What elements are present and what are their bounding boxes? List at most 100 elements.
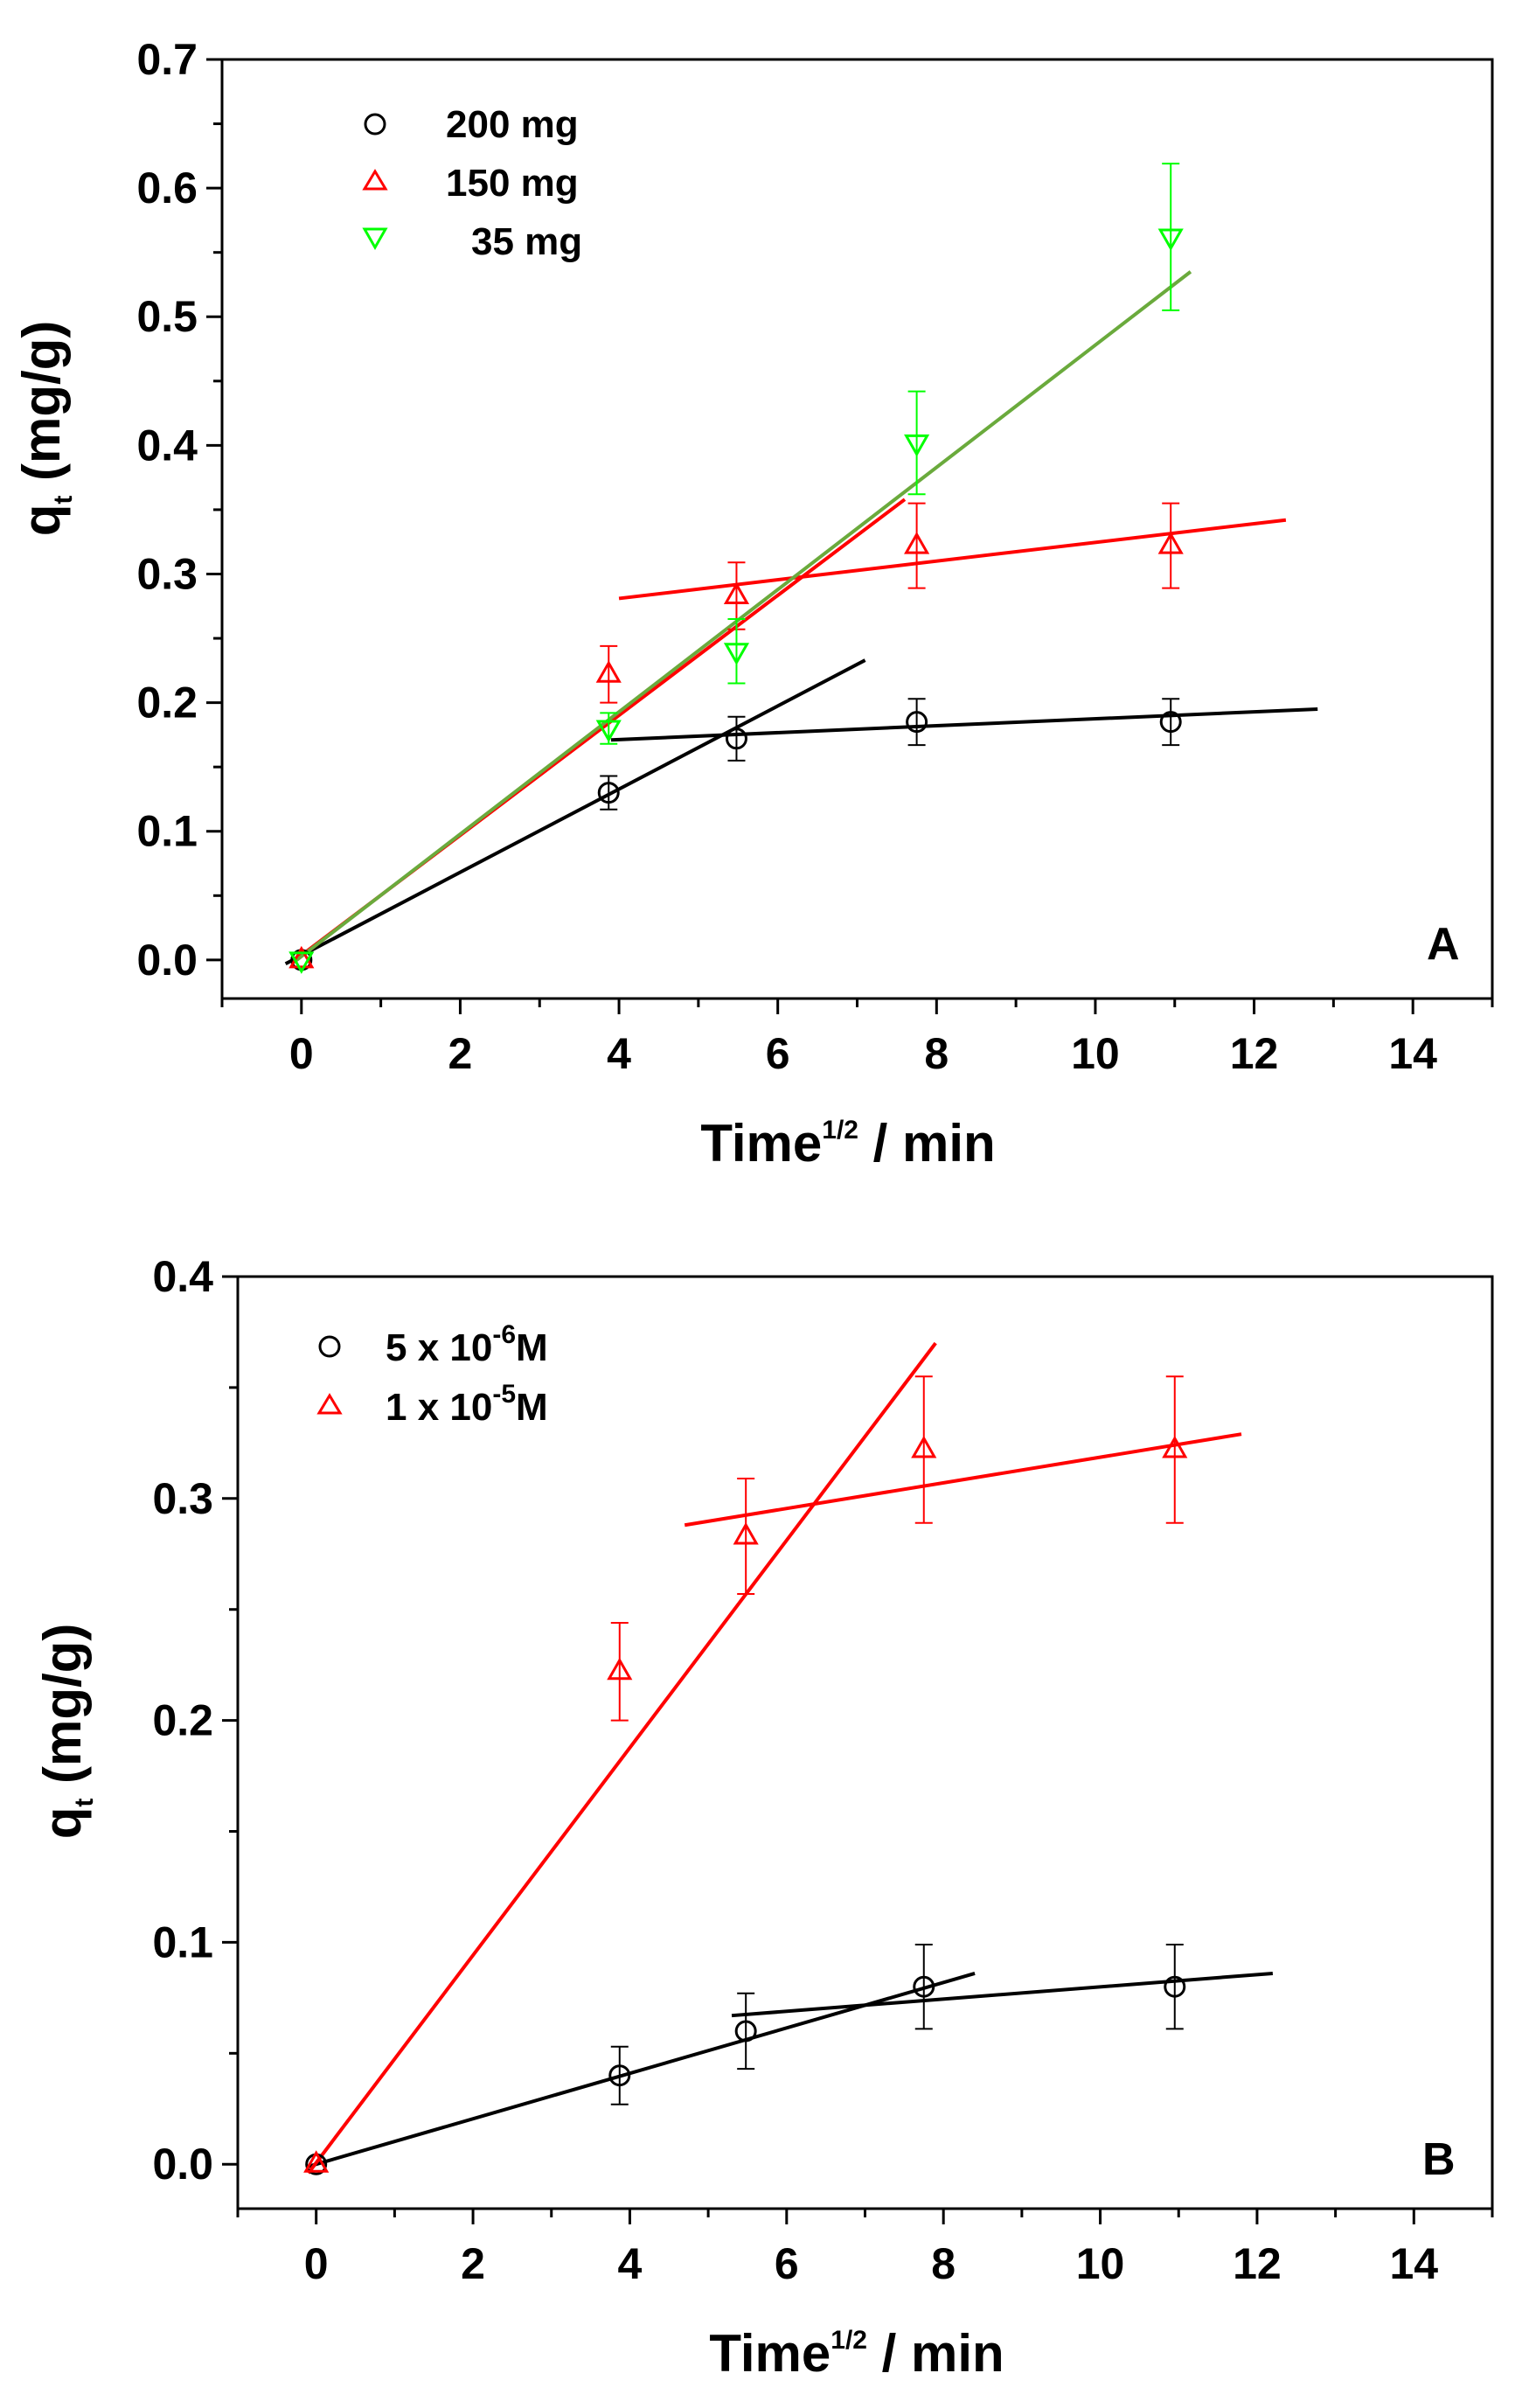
x-axis-label: Time1/2 / min <box>709 2324 1004 2383</box>
fit-line <box>292 270 1192 964</box>
x-axis-label-units: / min <box>867 2324 1004 2383</box>
data-point-triangle-up <box>733 1521 759 1545</box>
legend-marker-circle <box>364 113 386 136</box>
fit-line <box>684 1432 1242 1528</box>
y-axis-label: qt (mg/g) <box>33 1624 99 1840</box>
data-point-triangle-down <box>904 434 930 457</box>
panel-label: A <box>1427 919 1460 970</box>
data-point-triangle-up <box>723 581 750 605</box>
fit-line <box>618 518 1287 601</box>
x-tick-label: 8 <box>924 1029 949 1078</box>
x-axis-label: Time1/2 / min <box>700 1114 995 1173</box>
x-tick-label: 8 <box>931 2239 956 2288</box>
y-axis-label-units: (mg/g) <box>12 321 71 496</box>
data-point-triangle-down <box>723 643 750 665</box>
legend-label-exponent: -5 <box>492 1380 516 1409</box>
data-point-circle <box>913 1975 935 1998</box>
legend-marker-triangle-down <box>362 227 388 251</box>
legend-label-base: 1 x 10 <box>386 1386 492 1429</box>
x-tick-label: 4 <box>607 1029 631 1078</box>
legend-label: 35 mg <box>471 220 582 263</box>
data-point-triangle-up <box>1157 532 1184 554</box>
legend: 200 mg 150 mg 35 mg <box>362 103 582 263</box>
data-point-circle <box>725 727 747 750</box>
chart-panel-a: qt (mg/g) Time1/2 / min 200 mg 150 mg 35… <box>12 35 1494 1173</box>
y-tick-label: 0.0 <box>136 936 198 985</box>
data-point-circle <box>734 2020 757 2043</box>
data-point-triangle-down <box>1157 228 1184 252</box>
data-point-triangle-up <box>303 2150 330 2173</box>
fit-line <box>284 658 866 966</box>
data-point-triangle-up <box>904 532 930 554</box>
x-axis-label-main: Time <box>709 2324 831 2383</box>
data-point-triangle-down <box>288 951 315 974</box>
y-tick-label: 0.1 <box>136 807 198 856</box>
chart-panel-b: qt (mg/g) Time1/2 / min 5 x 10-6M 1 x 10… <box>33 1252 1494 2383</box>
data-point-triangle-down <box>595 720 622 743</box>
legend-label: 5 x 10-6M <box>386 1320 548 1369</box>
legend-label: 1 x 10-5M <box>386 1380 548 1429</box>
fit-line <box>307 1341 937 2175</box>
x-tick-label: 2 <box>448 1029 473 1078</box>
data-point-triangle-up <box>911 1435 937 1458</box>
x-axis-label-main: Time <box>700 1114 822 1173</box>
data-point-circle <box>608 2064 631 2087</box>
legend: 5 x 10-6M 1 x 10-5M <box>316 1320 548 1429</box>
x-tick-label: 6 <box>775 2239 799 2288</box>
y-tick-label: 0.4 <box>152 1252 213 1301</box>
y-axis-label-subscript: t <box>70 1799 99 1807</box>
x-tick-label: 12 <box>1230 1029 1279 1078</box>
y-axis-label-q: q <box>12 505 71 537</box>
y-tick-label: 0.2 <box>152 1696 213 1745</box>
x-tick-label: 2 <box>461 2239 485 2288</box>
legend-item-1e-5M: 1 x 10-5M <box>316 1380 548 1429</box>
x-tick-label: 10 <box>1076 2239 1125 2288</box>
data-point-triangle-up <box>1162 1435 1188 1458</box>
legend-item-5e-6M: 5 x 10-6M <box>318 1320 548 1369</box>
x-tick-label: 14 <box>1390 2239 1439 2288</box>
legend-marker-triangle-up <box>316 1393 343 1415</box>
legend-item-35mg: 35 mg <box>362 220 582 263</box>
legend-label: 200 mg <box>446 103 579 146</box>
legend-marker-triangle-up <box>362 169 388 191</box>
panel-label: B <box>1422 2134 1456 2185</box>
y-tick-label: 0.0 <box>152 2140 213 2189</box>
legend-label: 150 mg <box>446 162 579 205</box>
y-tick-label: 0.6 <box>136 164 198 212</box>
data-point-circle <box>906 711 928 734</box>
data-point-triangle-up <box>607 1657 633 1681</box>
data-point-triangle-up <box>595 660 622 683</box>
legend-marker-circle <box>318 1335 341 1358</box>
y-tick-label: 0.3 <box>136 549 198 598</box>
y-axis-label-subscript: t <box>49 496 78 505</box>
y-tick-label: 0.5 <box>136 292 198 341</box>
data-point-triangle-up <box>288 945 315 969</box>
y-tick-label: 0.4 <box>136 421 198 470</box>
y-tick-label: 0.7 <box>136 35 198 84</box>
x-tick-label: 12 <box>1233 2239 1282 2288</box>
data-point-circle <box>1164 1975 1186 1998</box>
fit-line <box>610 706 1318 742</box>
x-axis-label-superscript: 1/2 <box>822 1116 858 1145</box>
x-axis-label-units: / min <box>858 1114 996 1173</box>
y-tick-label: 0.1 <box>152 1917 213 1966</box>
y-axis-label: qt (mg/g) <box>12 321 78 537</box>
data-point-circle <box>597 782 620 804</box>
y-axis-label-units: (mg/g) <box>33 1624 92 1799</box>
legend-label-tail: M <box>516 1326 548 1369</box>
legend-label-tail: M <box>516 1386 548 1429</box>
x-tick-label: 0 <box>289 1029 314 1078</box>
x-tick-label: 4 <box>618 2239 643 2288</box>
legend-label-exponent: -6 <box>492 1320 516 1349</box>
legend-label-base: 5 x 10 <box>386 1326 492 1369</box>
data-point-circle <box>1159 711 1182 734</box>
x-tick-label: 14 <box>1388 1029 1437 1078</box>
x-tick-label: 6 <box>766 1029 790 1078</box>
fit-line <box>308 1972 976 2168</box>
y-tick-label: 0.2 <box>136 679 198 727</box>
x-axis-label-superscript: 1/2 <box>831 2326 867 2355</box>
fit-line <box>731 1971 1274 2018</box>
y-axis-label-q: q <box>33 1807 92 1840</box>
x-tick-label: 10 <box>1071 1029 1120 1078</box>
